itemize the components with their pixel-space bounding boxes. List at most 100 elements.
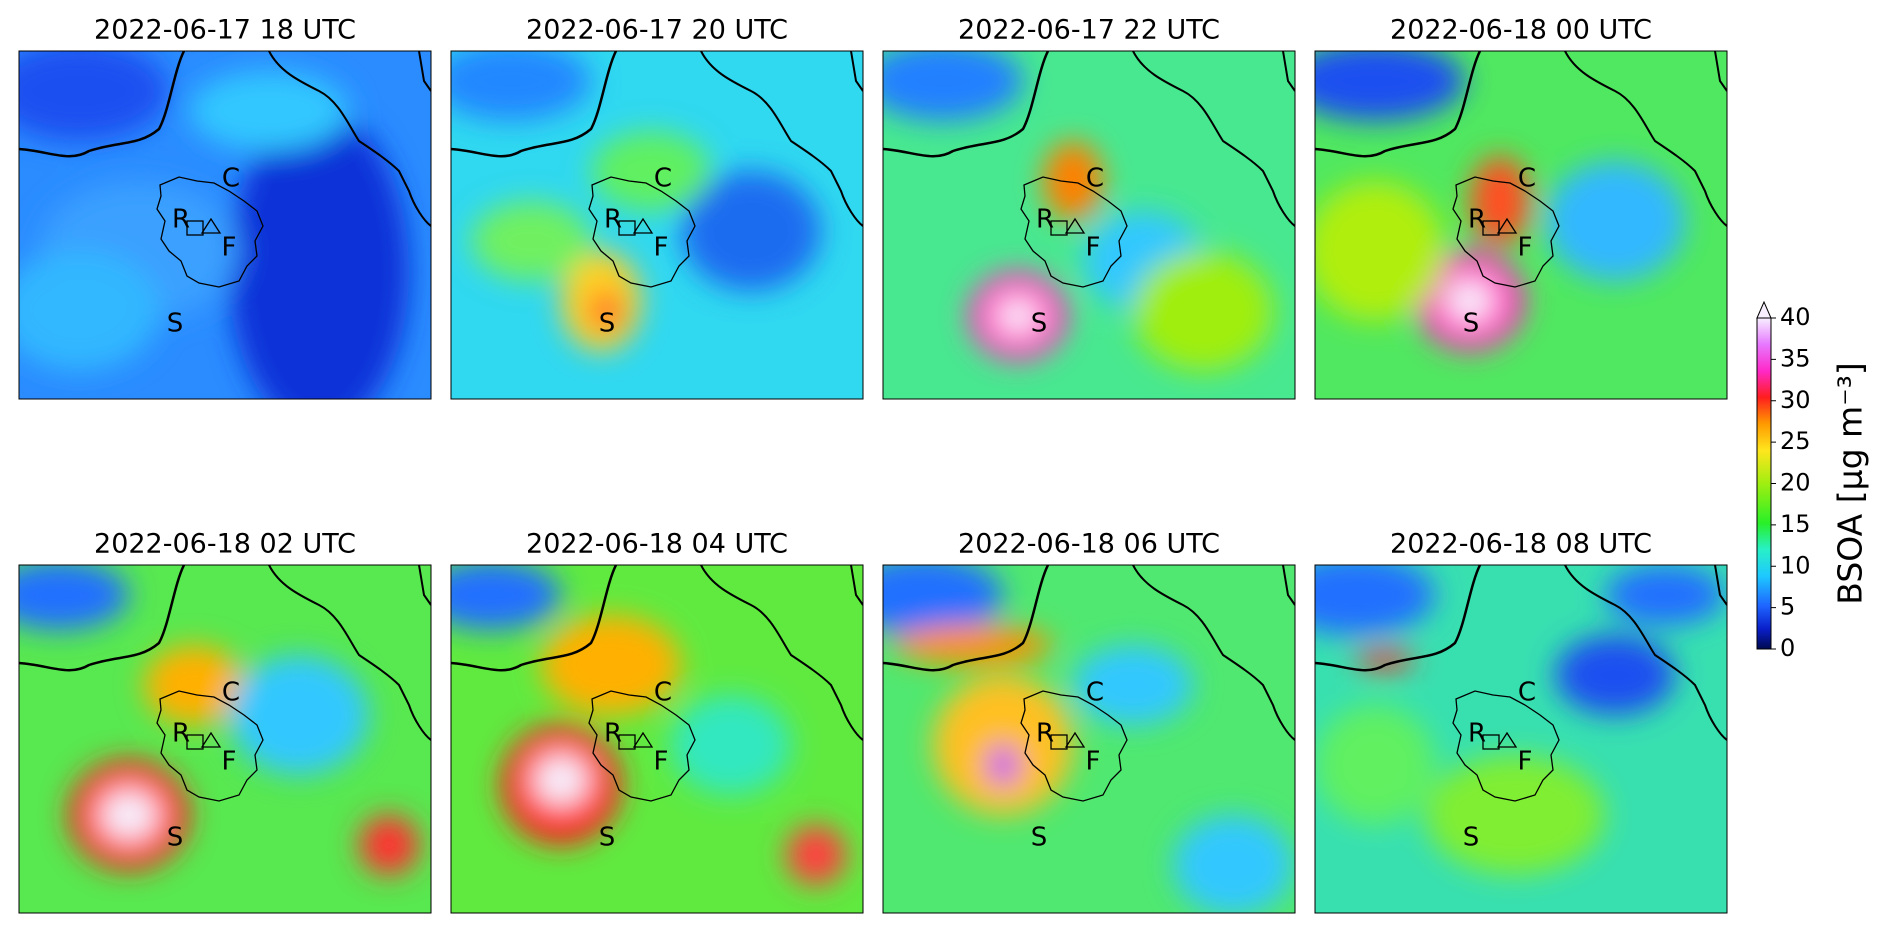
coastline <box>1315 51 1482 158</box>
field-blob <box>592 293 620 329</box>
field-blob <box>883 565 1003 635</box>
map-panel: C R F S <box>1314 50 1728 400</box>
site-label: R <box>172 205 190 235</box>
field-blob <box>229 111 409 399</box>
region-boundary <box>1452 690 1560 802</box>
site-square <box>186 220 204 236</box>
site-label: S <box>599 823 616 853</box>
map-field <box>19 565 431 913</box>
field-blob <box>1446 279 1494 323</box>
colorbar-tick-label: 0 <box>1780 634 1795 662</box>
field-blob <box>1315 565 1435 635</box>
field-blob <box>1355 650 1415 670</box>
colorbar-extension <box>1756 300 1772 319</box>
site-square <box>186 734 204 750</box>
site-square <box>618 734 636 750</box>
map-field <box>1315 51 1727 399</box>
map-field <box>883 51 1295 399</box>
field-blob <box>471 201 591 281</box>
field-blob <box>893 625 1053 665</box>
coastline <box>883 51 1050 158</box>
site-triangle <box>632 731 654 748</box>
site-square <box>1482 220 1500 236</box>
site-label: F <box>222 747 237 777</box>
panel-frame <box>18 50 432 400</box>
site-label: F <box>654 747 669 777</box>
field-blobs <box>883 51 1273 371</box>
country-border <box>1564 565 1727 741</box>
site-label: C <box>654 164 672 194</box>
region-boundary <box>588 176 696 288</box>
map-field <box>1315 565 1727 913</box>
field-blob <box>144 645 244 725</box>
field-blob <box>451 51 591 121</box>
panel-frame <box>450 564 864 914</box>
panel-frame <box>1314 564 1728 914</box>
field-blob <box>1425 755 1605 875</box>
site-label: R <box>1036 205 1054 235</box>
colorbar-tick-label: 10 <box>1780 551 1811 579</box>
country-border <box>268 565 431 741</box>
map-panel: C R F S <box>18 564 432 914</box>
site-label: C <box>1518 678 1536 708</box>
field-blobs <box>1315 51 1685 351</box>
colorbar-tick-label: 40 <box>1780 303 1811 331</box>
site-label: R <box>604 719 622 749</box>
panel-title: 2022-06-17 20 UTC <box>526 15 788 46</box>
panel-title: 2022-06-17 22 UTC <box>958 15 1220 46</box>
field-blob <box>1173 815 1293 913</box>
site-triangle <box>200 217 222 234</box>
field-blob <box>99 789 159 841</box>
site-label: F <box>1518 747 1533 777</box>
site-label: S <box>1031 309 1048 339</box>
country-border <box>700 565 863 741</box>
field-blob <box>1470 156 1530 246</box>
colorbar-tick-label: 5 <box>1780 593 1795 621</box>
coastline <box>451 51 618 158</box>
field-blob <box>1605 565 1725 625</box>
country-border <box>700 51 863 227</box>
site-label: S <box>167 823 184 853</box>
site-label: C <box>654 678 672 708</box>
region-boundary <box>1020 176 1128 288</box>
region-boundary <box>588 690 696 802</box>
site-label: R <box>1468 205 1486 235</box>
coastline <box>19 51 186 158</box>
panel-title: 2022-06-18 00 UTC <box>1390 15 1652 46</box>
site-label: C <box>222 678 240 708</box>
map-panel: C R F S <box>882 50 1296 400</box>
site-label: F <box>654 233 669 263</box>
site-label: S <box>1031 823 1048 853</box>
site-label: C <box>1518 164 1536 194</box>
map-field <box>19 51 431 399</box>
field-blobs <box>19 51 409 399</box>
field-blob <box>996 298 1040 334</box>
field-blobs <box>1315 565 1725 875</box>
colorbar-label: BSOA [µg m⁻³] <box>1831 362 1870 604</box>
region-boundary <box>1452 176 1560 288</box>
field-blob <box>19 565 129 630</box>
site-label: F <box>1086 747 1101 777</box>
field-blobs <box>19 565 419 875</box>
site-label: C <box>1086 678 1104 708</box>
map-field <box>883 565 1295 913</box>
field-blob <box>189 71 349 151</box>
site-square <box>618 220 636 236</box>
map-panel: C R F S <box>18 50 432 400</box>
coastline <box>19 565 186 672</box>
map-field <box>451 565 863 913</box>
panel-title: 2022-06-18 02 UTC <box>94 529 356 560</box>
map-panel: C R F S <box>450 50 864 400</box>
field-blob <box>1043 141 1103 221</box>
site-square <box>1050 220 1068 236</box>
region-boundary <box>1020 690 1128 802</box>
field-blobs <box>451 565 846 885</box>
map-field <box>451 51 863 399</box>
panel-title: 2022-06-18 04 UTC <box>526 529 788 560</box>
panel-title: 2022-06-18 08 UTC <box>1390 529 1652 560</box>
field-blob <box>1133 251 1273 371</box>
site-label: R <box>604 205 622 235</box>
field-blob <box>987 745 1019 785</box>
colorbar-tick-label: 35 <box>1780 344 1811 372</box>
